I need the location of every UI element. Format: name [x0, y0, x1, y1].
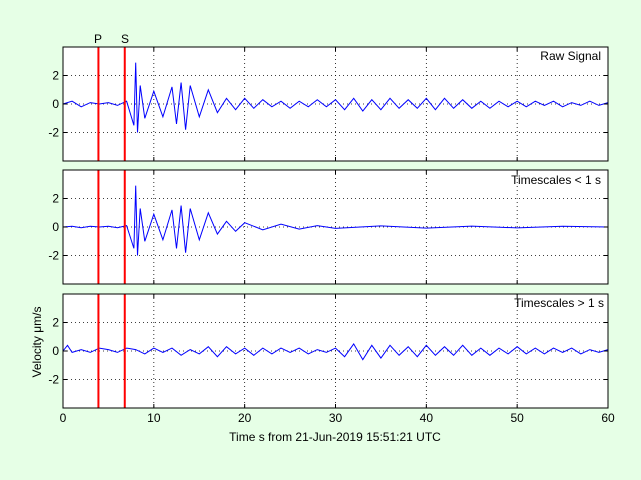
- series-line: [62, 342, 609, 361]
- x-tick-label: 60: [601, 411, 615, 425]
- panel-title: Timescales < 1 s: [511, 173, 601, 187]
- panel-raw-signal: -2 0 2 Raw Signal P S: [48, 32, 609, 162]
- x-tick-label: 30: [329, 411, 343, 425]
- grid-lines: [63, 47, 608, 161]
- y-tick-label: -2: [48, 373, 59, 387]
- axis-ticks: 0 10 20 30 40 50 60 -2 0 2: [48, 294, 615, 425]
- phase-markers: [97, 294, 126, 408]
- x-tick-label: 40: [420, 411, 434, 425]
- y-tick-label: 0: [52, 344, 59, 358]
- y-tick-label: -2: [48, 126, 59, 140]
- axis-ticks: -2 0 2: [48, 170, 609, 284]
- y-tick-label: -2: [48, 249, 59, 263]
- y-tick-label: 2: [52, 69, 59, 83]
- signal-trace: [62, 342, 609, 361]
- x-tick-label: 0: [60, 411, 67, 425]
- panel-short-timescales: -2 0 2 Timescales < 1 s: [48, 169, 609, 285]
- phase-markers: [97, 47, 126, 161]
- signal-trace: [62, 185, 609, 256]
- x-tick-label: 10: [147, 411, 161, 425]
- x-axis-label: Time s from 21-Jun-2019 15:51:21 UTC: [229, 430, 441, 444]
- series-line: [62, 62, 609, 133]
- panel-title: Timescales > 1 s: [514, 296, 604, 310]
- y-tick-label: 0: [52, 97, 59, 111]
- grid-lines: [63, 294, 608, 408]
- series-line: [62, 185, 609, 256]
- grid-lines: [63, 170, 608, 284]
- phase-markers: [97, 170, 126, 284]
- y-tick-label: 2: [52, 192, 59, 206]
- panel-long-timescales: 0 10 20 30 40 50 60 -2 0 2 Timescales > 1 s: [48, 293, 615, 425]
- phase-label-p: P: [94, 32, 102, 46]
- y-tick-label: 2: [52, 316, 59, 330]
- signal-trace: [62, 62, 609, 133]
- phase-label-s: S: [121, 32, 129, 46]
- panel-title: Raw Signal: [540, 49, 601, 63]
- y-axis-label: Velocity μm/s: [30, 307, 44, 378]
- x-tick-label: 50: [510, 411, 524, 425]
- x-tick-label: 20: [238, 411, 252, 425]
- y-tick-label: 0: [52, 220, 59, 234]
- axis-ticks: -2 0 2: [48, 47, 609, 161]
